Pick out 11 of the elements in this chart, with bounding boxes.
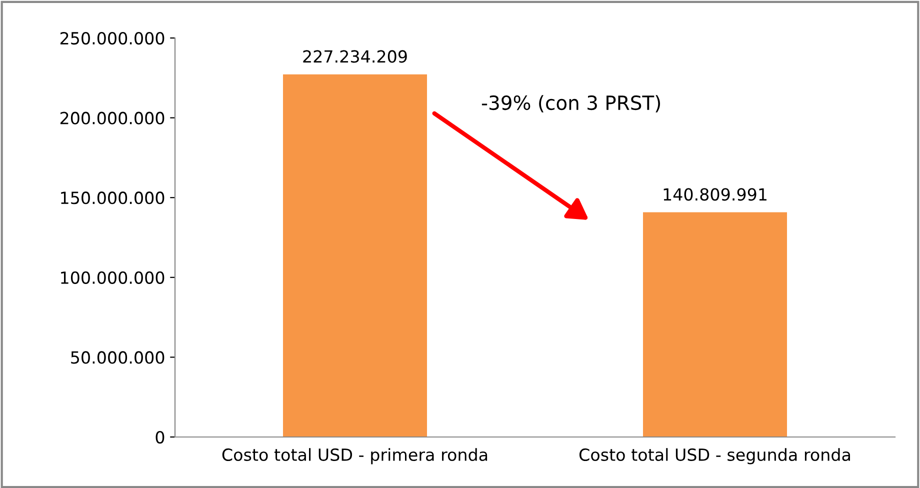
y-tick-label: 250.000.000 [60,32,164,45]
y-tick-label: 50.000.000 [71,351,164,364]
y-tick-label: 100.000.000 [61,271,164,284]
y-tick-label: 200.000.000 [60,112,164,124]
x-tick-label: Costo total USD - segunda ronda [579,448,850,464]
y-tick-label: 150.000.000 [61,192,164,204]
x-tick-label: Costo total USD - primera ronda [222,448,488,464]
data-label: 227.234.209 [303,50,407,63]
y-tick-label: 0 [156,430,164,444]
data-label: 140.809.991 [664,188,766,201]
annotation: -39% (con 3 PRST) [482,95,660,112]
